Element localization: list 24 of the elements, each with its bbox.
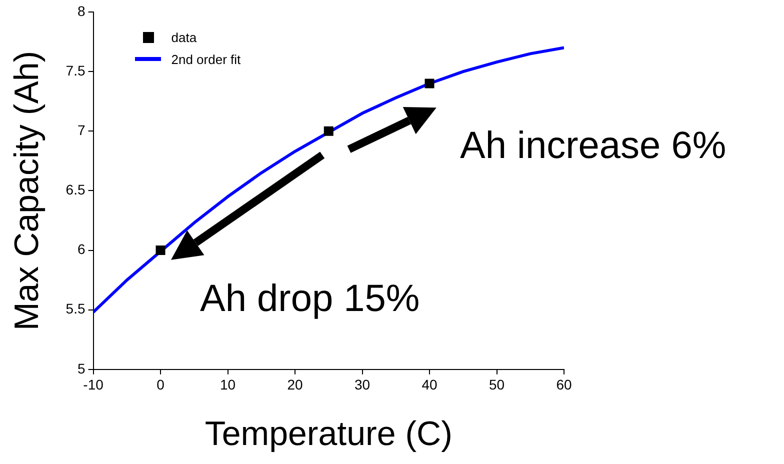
y-tick-label: 7.5	[66, 62, 86, 78]
x-tick-label: 40	[422, 376, 438, 393]
point	[424, 78, 434, 88]
y-tick-label: 6.5	[66, 182, 86, 198]
y-tick-label: 7	[77, 122, 86, 138]
annotation: Ah increase 6%	[460, 125, 726, 168]
x-tick-label: 30	[354, 376, 370, 393]
x-tick-label: 0	[156, 376, 165, 393]
point	[324, 126, 334, 136]
legend-label: 2nd order fit	[171, 52, 241, 66]
point	[156, 246, 166, 256]
y-axis-title: Max Capacity (Ah)	[8, 50, 46, 331]
x-tick-label: 20	[287, 376, 304, 393]
x-tick-label: 10	[220, 376, 236, 393]
x-tick-label: -10	[83, 376, 104, 393]
annotation: Ah drop 15%	[200, 278, 420, 321]
y-tick-label: 5.5	[66, 300, 86, 317]
y-tick-label: 8	[77, 2, 86, 19]
y-tick-label: 5	[77, 360, 86, 376]
y-tick-label: 6	[77, 241, 86, 258]
legend-label: data	[171, 30, 197, 44]
x-tick-label: 50	[488, 376, 505, 393]
x-tick-label: 60	[556, 376, 572, 393]
x-axis-title: Temperature (C)	[204, 414, 452, 453]
